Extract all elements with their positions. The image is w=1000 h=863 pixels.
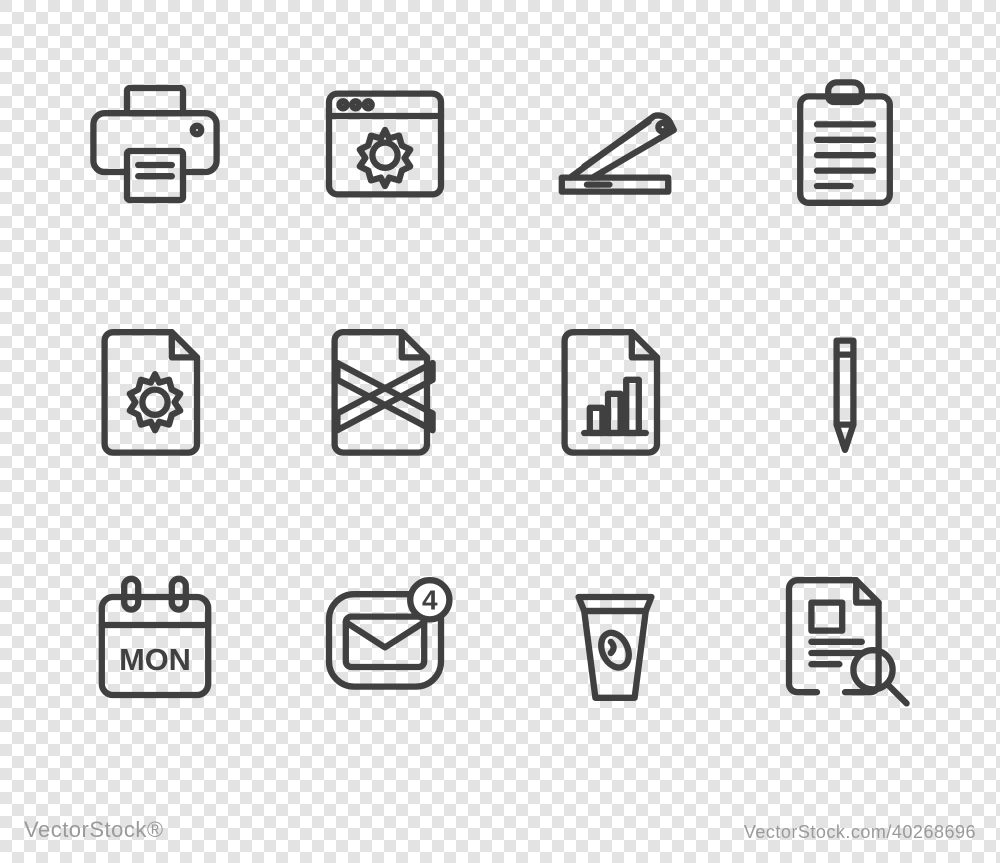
browser-settings-icon <box>300 59 470 229</box>
calendar-day-label: MON <box>119 642 191 677</box>
watermark-right: VectorStock.com/40268696 <box>744 822 976 843</box>
canvas: MON 4 <box>0 0 1000 863</box>
icon-grid: MON 4 <box>40 20 960 763</box>
chart-file-icon <box>530 306 700 476</box>
stapler-icon <box>530 59 700 229</box>
mail-notification-icon: 4 <box>300 554 470 724</box>
mail-badge-count: 4 <box>422 585 438 616</box>
clipboard-icon <box>760 59 930 229</box>
printer-icon <box>70 59 240 229</box>
pencil-icon <box>760 306 930 476</box>
search-document-icon <box>760 554 930 724</box>
watermark-left: VectorStock® <box>24 817 164 843</box>
coffee-cup-icon <box>530 554 700 724</box>
file-settings-icon <box>70 306 240 476</box>
calendar-monday-icon: MON <box>70 554 240 724</box>
delete-file-icon <box>300 306 470 476</box>
